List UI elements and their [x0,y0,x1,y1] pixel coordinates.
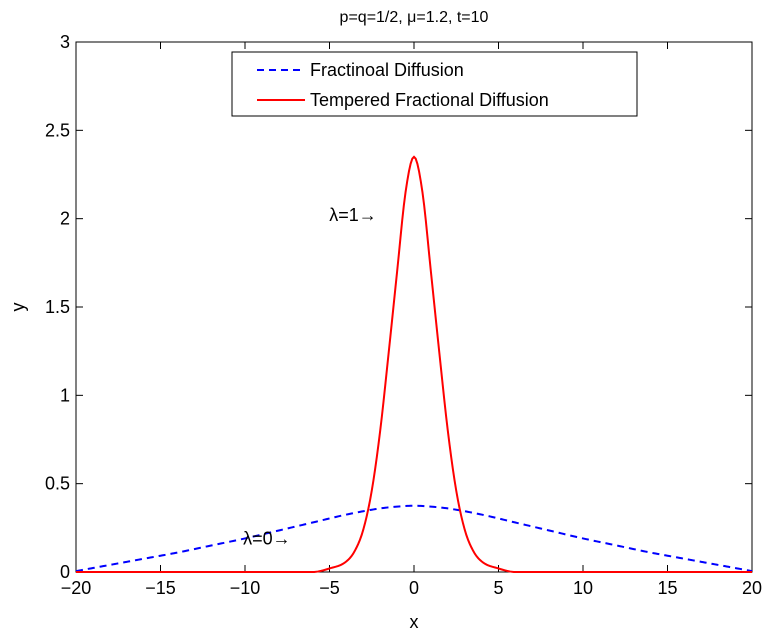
legend-box [231,51,638,117]
x-tick-label: 20 [742,578,762,598]
y-tick-label: 3 [60,32,70,52]
x-tick-label: −10 [230,578,261,598]
annotation-label: λ=1→ [329,205,377,225]
series-line-0 [75,504,753,573]
y-tick-label: 0.5 [45,474,70,494]
y-tick-label: 2.5 [45,120,70,140]
x-tick-label: −5 [319,578,340,598]
x-axis-label: x [410,612,419,632]
y-tick-label: 2 [60,209,70,229]
series-line-1 [76,155,752,573]
x-tick-label: −20 [61,578,92,598]
y-axis: 0 0.5 1 1.5 2 2.5 3 [45,32,752,582]
x-tick-label: 0 [409,578,419,598]
x-tick-label: 15 [657,578,677,598]
y-axis-label: y [8,303,28,312]
y-tick-label: 1 [60,385,70,405]
annotation-layer: λ=1→ λ=0→ [243,205,377,548]
plot-area [75,41,753,573]
x-tick-label: −15 [145,578,176,598]
legend: Fractinoal Diffusion Tempered Fractional… [231,51,638,117]
legend-label-fractional-diffusion: Fractinoal Diffusion [310,60,464,80]
y-tick-label: 0 [60,562,70,582]
x-axis: −20 −15 −10 −5 0 5 10 15 20 [61,42,762,598]
legend-label-tempered-fractional-diffusion: Tempered Fractional Diffusion [310,90,549,110]
x-tick-label: 5 [493,578,503,598]
y-tick-label: 1.5 [45,297,70,317]
series-layer [75,155,753,573]
annotation-label: λ=0→ [243,528,291,548]
x-tick-label: 10 [573,578,593,598]
chart-title: p=q=1/2, μ=1.2, t=10 [340,9,489,26]
